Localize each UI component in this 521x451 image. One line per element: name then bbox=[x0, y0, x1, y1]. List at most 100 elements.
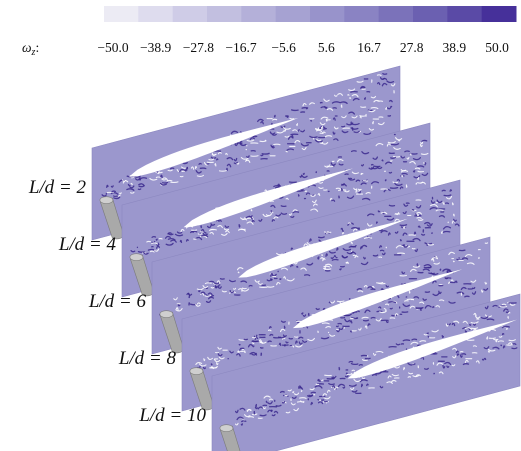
vortex bbox=[311, 120, 312, 121]
vortex bbox=[383, 74, 387, 75]
vortex bbox=[268, 330, 271, 331]
vortex bbox=[316, 384, 319, 385]
vortex bbox=[274, 144, 280, 145]
colorbar-tick: 50.0 bbox=[485, 40, 509, 55]
vortex bbox=[238, 272, 239, 273]
vortex bbox=[199, 291, 200, 292]
vortex bbox=[163, 182, 168, 183]
vortex bbox=[289, 338, 292, 339]
panel-label: L/d = 2 bbox=[28, 177, 87, 198]
vortex bbox=[303, 173, 304, 174]
vortex bbox=[391, 188, 398, 189]
vortex bbox=[261, 155, 263, 156]
vortex bbox=[414, 171, 415, 172]
vortex bbox=[139, 179, 140, 180]
vortex bbox=[454, 214, 455, 216]
vortex bbox=[187, 168, 188, 169]
vortex bbox=[243, 288, 247, 289]
vortex bbox=[470, 325, 471, 326]
vortex bbox=[351, 331, 352, 332]
vortex bbox=[334, 256, 335, 257]
vortex bbox=[513, 344, 516, 345]
vortex bbox=[390, 308, 392, 309]
vortex bbox=[352, 128, 353, 130]
vortex bbox=[405, 151, 409, 152]
colorbar-tick: −5.6 bbox=[271, 40, 296, 55]
vortex bbox=[445, 203, 448, 204]
vortex bbox=[378, 211, 379, 212]
vortex bbox=[479, 258, 480, 259]
vortex bbox=[483, 359, 484, 360]
vortex bbox=[455, 281, 456, 282]
vortex bbox=[373, 122, 374, 124]
vortex bbox=[251, 210, 252, 211]
vortex bbox=[341, 105, 342, 107]
vortex bbox=[367, 384, 368, 385]
vortex bbox=[484, 358, 485, 359]
vortex bbox=[156, 239, 157, 240]
symbol: ω bbox=[22, 40, 32, 55]
vortex bbox=[365, 98, 366, 99]
vortex bbox=[416, 183, 417, 184]
vortex bbox=[348, 95, 349, 96]
vortex bbox=[352, 370, 354, 371]
colorbar-segment bbox=[241, 6, 276, 22]
vortex bbox=[425, 163, 426, 165]
vortex bbox=[503, 346, 504, 348]
vortex bbox=[408, 377, 410, 378]
vortex bbox=[389, 172, 391, 173]
vortex bbox=[428, 267, 429, 268]
vortex bbox=[433, 307, 434, 308]
vortex bbox=[407, 299, 413, 300]
vortex bbox=[241, 424, 242, 425]
vortex bbox=[364, 320, 369, 321]
cylinder-top bbox=[130, 254, 143, 261]
panel-label: L/d = 8 bbox=[118, 348, 177, 369]
colorbar-segment bbox=[344, 6, 379, 22]
vortex bbox=[409, 291, 410, 293]
cylinder-top bbox=[160, 311, 173, 318]
vortex bbox=[147, 241, 151, 242]
vortex bbox=[362, 384, 363, 386]
vortex bbox=[337, 326, 339, 327]
vortex bbox=[400, 240, 401, 241]
vortex bbox=[291, 248, 292, 249]
vortex bbox=[420, 309, 421, 311]
vortex bbox=[389, 205, 394, 206]
vortex bbox=[138, 189, 140, 190]
colorbar-segment bbox=[173, 6, 208, 22]
panel-label: L/d = 4 bbox=[58, 234, 117, 255]
vortex bbox=[217, 159, 218, 160]
panel-label: L/d = 6 bbox=[88, 291, 147, 312]
vortex bbox=[417, 264, 418, 266]
vortex bbox=[287, 116, 288, 117]
colorbar-segment bbox=[276, 6, 311, 22]
vortex bbox=[453, 261, 454, 262]
vortex bbox=[245, 352, 246, 353]
vortex bbox=[394, 156, 400, 157]
vortex bbox=[402, 176, 403, 177]
vortex bbox=[442, 336, 443, 338]
vortex bbox=[251, 151, 255, 152]
panels: L/d = 2L/d = 4L/d = 6L/d = 8L/d = 10 bbox=[28, 66, 520, 451]
figure: −50.0−38.9−27.8−16.7−5.65.616.727.838.95… bbox=[0, 0, 521, 451]
vortex bbox=[343, 233, 344, 234]
vortex bbox=[442, 190, 445, 191]
vortex bbox=[359, 365, 362, 366]
vortex bbox=[450, 190, 451, 191]
vortex bbox=[332, 260, 338, 261]
vortex bbox=[360, 117, 361, 118]
colorbar-tick: −50.0 bbox=[97, 40, 128, 55]
vortex bbox=[211, 364, 212, 365]
vortex bbox=[292, 110, 299, 111]
colorbar-tick: −16.7 bbox=[225, 40, 256, 55]
vortex bbox=[152, 237, 155, 238]
suffix: : bbox=[35, 40, 39, 55]
colorbar-segment bbox=[379, 6, 414, 22]
vortex bbox=[485, 243, 487, 244]
cylinder-top bbox=[190, 368, 203, 375]
vortex bbox=[249, 286, 252, 287]
vortex bbox=[381, 250, 384, 251]
vortex bbox=[301, 391, 302, 392]
vortex bbox=[248, 417, 253, 418]
